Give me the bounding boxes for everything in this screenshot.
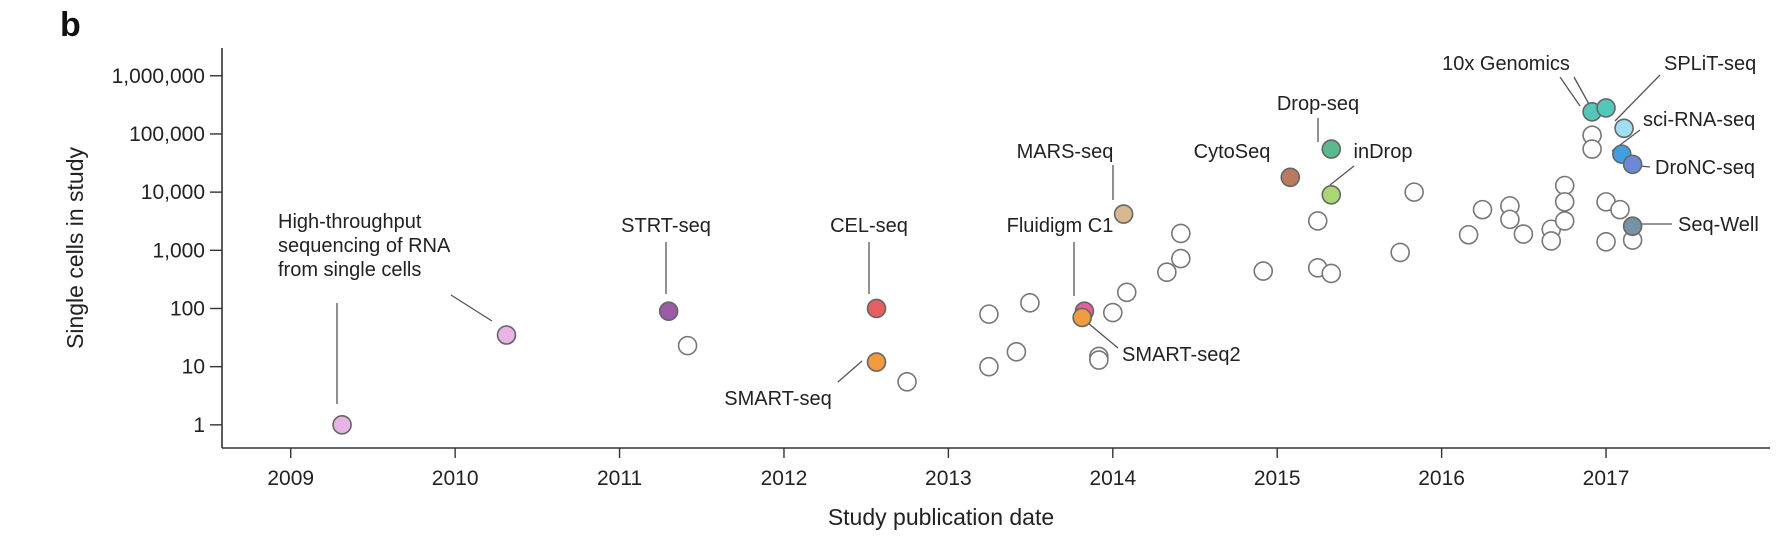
leader-line — [1559, 76, 1581, 107]
study-point — [1089, 350, 1109, 370]
highlighted-point — [658, 301, 679, 321]
leader-line — [450, 294, 493, 322]
study-point — [1171, 223, 1191, 244]
leader-line — [1329, 165, 1355, 186]
highlighted-point — [1321, 184, 1342, 205]
study-point — [1541, 231, 1562, 251]
y-tick-label: 1,000 — [152, 239, 205, 262]
x-tick-label: 2011 — [597, 467, 642, 490]
y-tick-label: 100 — [170, 297, 205, 320]
method-label: SMART-seq2 — [1122, 344, 1241, 366]
y-tick-label: 1 — [193, 414, 205, 437]
highlighted-point — [1072, 307, 1092, 328]
x-tick-label: 2017 — [1583, 467, 1630, 490]
highlighted-point — [1321, 139, 1342, 159]
leader-line — [837, 360, 863, 383]
x-tick-label: 2014 — [1089, 467, 1136, 490]
method-label-line: from single cells — [278, 259, 421, 281]
x-tick-label: 2013 — [925, 467, 972, 490]
method-label: SPLiT-seq — [1664, 53, 1756, 75]
highlighted-point — [1596, 98, 1616, 118]
method-label: Seq-Well — [1678, 214, 1759, 236]
y-tick-label: 10,000 — [141, 181, 205, 204]
study-point — [979, 304, 999, 324]
method-label: inDrop — [1354, 141, 1413, 163]
method-label: SMART-seq — [724, 388, 831, 410]
study-point — [1596, 232, 1616, 252]
highlighted-point — [332, 415, 352, 435]
study-point — [1554, 192, 1575, 212]
study-point — [1500, 209, 1520, 230]
study-point — [1582, 139, 1602, 159]
method-label: High-throughput sequencing of RNA from sin… — [278, 211, 451, 281]
method-label: MARS-seq — [1017, 141, 1114, 163]
annotation-leaders — [336, 74, 1672, 404]
study-point — [979, 356, 999, 377]
x-tick-label: 2015 — [1254, 467, 1301, 490]
method-label: Fluidigm C1 — [1007, 215, 1114, 237]
study-point — [1472, 199, 1493, 220]
study-point — [897, 371, 917, 392]
y-tick-label: 10 — [182, 356, 205, 379]
y-tick-label: 100,000 — [129, 123, 205, 146]
leader-line — [1614, 74, 1661, 122]
study-point — [1321, 263, 1342, 284]
study-point — [1171, 248, 1191, 269]
method-label: Drop-seq — [1277, 93, 1359, 115]
study-point — [1307, 211, 1328, 231]
study-point — [1554, 175, 1575, 196]
panel-label: b — [60, 6, 81, 44]
x-tick-label: 2016 — [1418, 467, 1465, 490]
highlighted-point — [1622, 154, 1643, 175]
method-label: CEL-seq — [830, 215, 908, 237]
highlighted-point — [866, 352, 887, 372]
x-tick-label: 2010 — [432, 467, 479, 490]
method-label: CytoSeq — [1194, 141, 1271, 163]
annotations: High-throughput sequencing of RNA from sin… — [278, 53, 1759, 410]
study-point — [1610, 199, 1630, 220]
method-label: DroNC-seq — [1655, 157, 1755, 179]
study-point — [1253, 261, 1274, 281]
method-label-line: High-throughput — [278, 211, 422, 233]
method-label: 10x Genomics — [1442, 53, 1570, 75]
study-point — [1390, 242, 1410, 263]
data-points — [332, 98, 1643, 435]
study-point — [1513, 224, 1534, 244]
highlighted-point — [1280, 167, 1301, 188]
method-label-line: sequencing of RNA — [278, 235, 451, 257]
study-point — [677, 335, 698, 356]
study-point — [1102, 302, 1123, 323]
x-tick-label: 2012 — [761, 467, 808, 490]
study-point — [1458, 224, 1479, 245]
study-point — [1404, 182, 1424, 202]
study-point — [1006, 342, 1027, 362]
leader-line — [1573, 76, 1591, 107]
method-label: sci-RNA-seq — [1643, 109, 1755, 131]
highlighted-point — [866, 298, 887, 319]
highlighted-point — [496, 325, 517, 345]
method-label: STRT-seq — [621, 215, 711, 237]
y-axis-title: Single cells in study — [62, 147, 88, 349]
y-tick-label: 1,000,000 — [112, 65, 205, 88]
highlighted-point — [1622, 216, 1643, 236]
study-point — [1116, 282, 1137, 303]
axes: 1 10 100 1,000 10,000 100,000 1,000,000 2009 201… — [112, 48, 1770, 490]
study-point — [1554, 211, 1575, 231]
highlighted-point — [1614, 118, 1634, 139]
study-point — [1020, 293, 1040, 313]
x-tick-label: 2009 — [267, 467, 314, 490]
study-point — [1157, 262, 1177, 283]
x-axis-title: Study publication date — [828, 504, 1054, 530]
highlighted-point — [1113, 204, 1134, 224]
